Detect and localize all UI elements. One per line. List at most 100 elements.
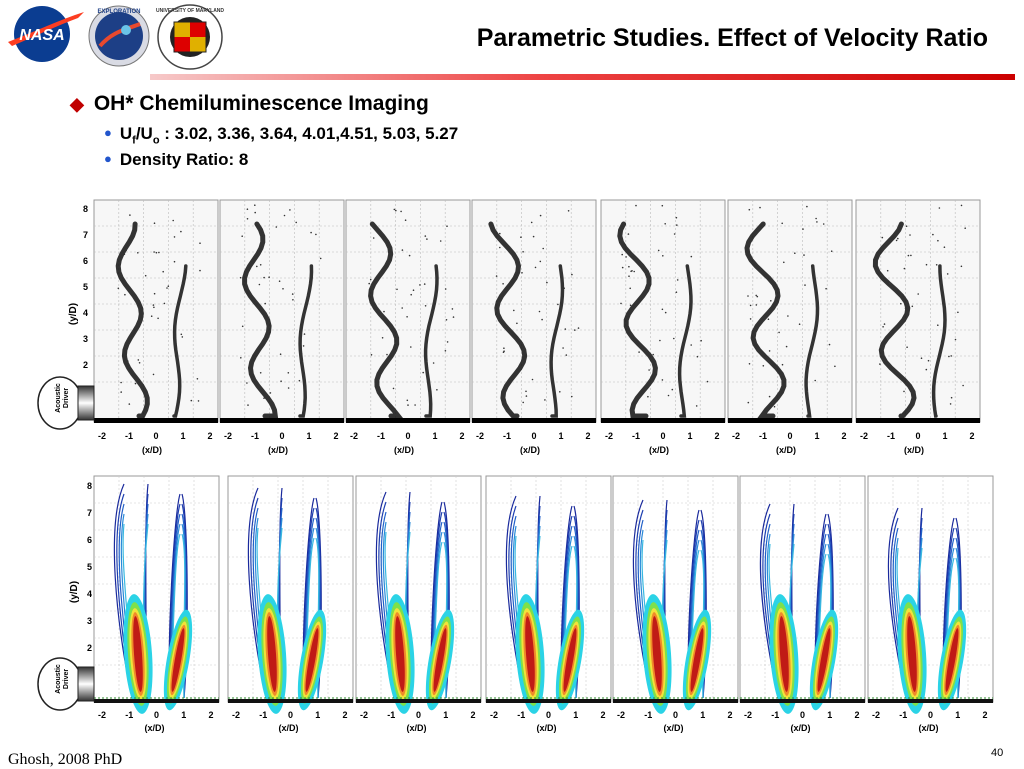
velocity-ratio-sub-f: f xyxy=(132,134,136,147)
svg-text:UNIVERSITY OF MARYLAND: UNIVERSITY OF MARYLAND xyxy=(156,8,224,14)
x-tick-label: -1 xyxy=(377,431,385,441)
x-tick-label: -1 xyxy=(771,710,779,720)
y-tick-6: 6 xyxy=(83,256,88,266)
y-tick-2: 2 xyxy=(87,643,92,653)
x-tick-label: -2 xyxy=(605,431,613,441)
bullet-main-text: OH* Chemiluminescence Imaging xyxy=(93,92,429,115)
x-tick-label: 1 xyxy=(558,431,563,441)
contour-panel-2: -2 -1 0 1 2 (x/D) xyxy=(227,475,354,733)
x-axis-label: (x/D) xyxy=(268,445,288,455)
x-tick-label: 2 xyxy=(854,710,859,720)
y-tick-3: 3 xyxy=(83,334,88,344)
x-tick-label: 1 xyxy=(573,710,578,720)
y-tick-4: 4 xyxy=(83,308,88,318)
svg-text:EXPLORATION: EXPLORATION xyxy=(98,9,141,15)
oh-image-panel-5: -2 -1 0 1 2 (x/D) xyxy=(600,199,726,455)
y-tick-8: 8 xyxy=(87,481,92,491)
x-tick-label: -1 xyxy=(517,710,525,720)
y-tick-5: 5 xyxy=(87,562,92,572)
x-axis-label: (x/D) xyxy=(142,445,162,455)
x-axis-label: (x/D) xyxy=(664,723,684,733)
contour-panel-1: -2 -1 0 1 2 (x/D) xyxy=(93,475,220,733)
x-tick-label: -2 xyxy=(232,710,240,720)
x-tick-label: -2 xyxy=(617,710,625,720)
x-axis-label: (x/D) xyxy=(904,445,924,455)
contour-panel-4: -2 -1 0 1 2 (x/D) xyxy=(485,475,612,733)
x-axis-label: (x/D) xyxy=(649,445,669,455)
x-tick-label: 2 xyxy=(470,710,475,720)
velocity-ratio-sub-o: o xyxy=(152,134,160,147)
x-tick-label: 0 xyxy=(405,431,410,441)
y-tick-8: 8 xyxy=(83,204,88,214)
x-tick-label: 2 xyxy=(600,710,605,720)
x-tick-label: -1 xyxy=(644,710,652,720)
x-axis-label: (x/D) xyxy=(279,723,299,733)
x-tick-label: 1 xyxy=(955,710,960,720)
velocity-ratio-u: U xyxy=(119,124,133,143)
acoustic-driver-bottom: Acoustic Driver xyxy=(37,657,95,711)
driver-label-2: Driver xyxy=(63,669,70,690)
oh-image-panel-1: -2 -1 0 1 2 (x/D) xyxy=(93,199,219,455)
x-tick-label: -2 xyxy=(98,431,106,441)
x-tick-label: -2 xyxy=(872,710,880,720)
x-tick-label: 2 xyxy=(208,710,213,720)
y-axis-label: (y/D) xyxy=(68,303,79,325)
x-tick-label: -1 xyxy=(125,431,133,441)
x-tick-label: -2 xyxy=(224,431,232,441)
x-tick-label: 2 xyxy=(207,431,212,441)
x-tick-label: 0 xyxy=(546,710,551,720)
x-tick-label: -2 xyxy=(732,431,740,441)
oh-image-panel-3: -2 -1 0 1 2 (x/D) xyxy=(345,199,471,455)
contour-panel-5: -2 -1 0 1 2 (x/D) xyxy=(612,475,739,733)
x-tick-label: -1 xyxy=(387,710,395,720)
x-tick-label: 0 xyxy=(288,710,293,720)
density-ratio-text: Density Ratio: 8 xyxy=(119,150,249,169)
x-tick-label: 2 xyxy=(714,431,719,441)
x-tick-label: 1 xyxy=(432,431,437,441)
x-axis-label: (x/D) xyxy=(145,723,165,733)
title-divider xyxy=(150,74,1015,80)
x-axis-label: (x/D) xyxy=(919,723,939,733)
x-tick-label: 0 xyxy=(531,431,536,441)
velocity-ratio-values: : 3.02, 3.36, 3.64, 4.01,4.51, 5.03, 5.2… xyxy=(159,124,459,143)
oh-image-panel-2: -2 -1 0 1 2 (x/D) xyxy=(219,199,345,455)
dot-bullet-icon: ● xyxy=(104,125,112,140)
bullet-main: ◆ OH* Chemiluminescence Imaging xyxy=(70,92,429,116)
x-tick-label: -2 xyxy=(860,431,868,441)
x-tick-label: 1 xyxy=(306,431,311,441)
x-tick-label: -2 xyxy=(98,710,106,720)
x-tick-label: 1 xyxy=(814,431,819,441)
x-tick-label: -2 xyxy=(490,710,498,720)
driver-label-1: Acoustic xyxy=(55,664,62,694)
y-tick-6: 6 xyxy=(87,535,92,545)
x-tick-label: 1 xyxy=(315,710,320,720)
driver-label-1: Acoustic xyxy=(55,383,62,413)
x-axis-label: (x/D) xyxy=(537,723,557,733)
x-tick-label: 0 xyxy=(800,710,805,720)
y-tick-2: 2 xyxy=(83,360,88,370)
page-title: Parametric Studies. Effect of Velocity R… xyxy=(476,24,988,52)
bottom-y-axis: 8 7 6 5 4 3 2 (y/D) xyxy=(69,481,92,653)
bottom-row-panels: -2 -1 0 1 2 (x/D) -2 -1 0 1 2 (x/D) -2 -1 0 1 2 (x/D) -2 -1… xyxy=(93,475,994,733)
nasa-logo: NASA xyxy=(8,6,84,62)
driver-label-2: Driver xyxy=(63,388,70,409)
x-tick-label: -1 xyxy=(887,431,895,441)
x-tick-label: 1 xyxy=(180,431,185,441)
x-tick-label: -1 xyxy=(259,710,267,720)
x-tick-label: -2 xyxy=(744,710,752,720)
x-tick-label: 0 xyxy=(787,431,792,441)
y-tick-3: 3 xyxy=(87,616,92,626)
x-tick-label: 0 xyxy=(660,431,665,441)
x-tick-label: -1 xyxy=(251,431,259,441)
x-tick-label: 2 xyxy=(459,431,464,441)
x-tick-label: 0 xyxy=(928,710,933,720)
oh-image-panel-4: -2 -1 0 1 2 (x/D) xyxy=(471,199,597,455)
x-tick-label: 0 xyxy=(416,710,421,720)
x-tick-label: 2 xyxy=(342,710,347,720)
bullet-density-ratio: ● Density Ratio: 8 xyxy=(104,150,248,170)
oh-image-panel-7: -2 -1 0 1 2 (x/D) xyxy=(855,199,981,455)
x-tick-label: -1 xyxy=(632,431,640,441)
x-tick-label: -1 xyxy=(899,710,907,720)
x-tick-label: 0 xyxy=(154,710,159,720)
y-tick-4: 4 xyxy=(87,589,92,599)
